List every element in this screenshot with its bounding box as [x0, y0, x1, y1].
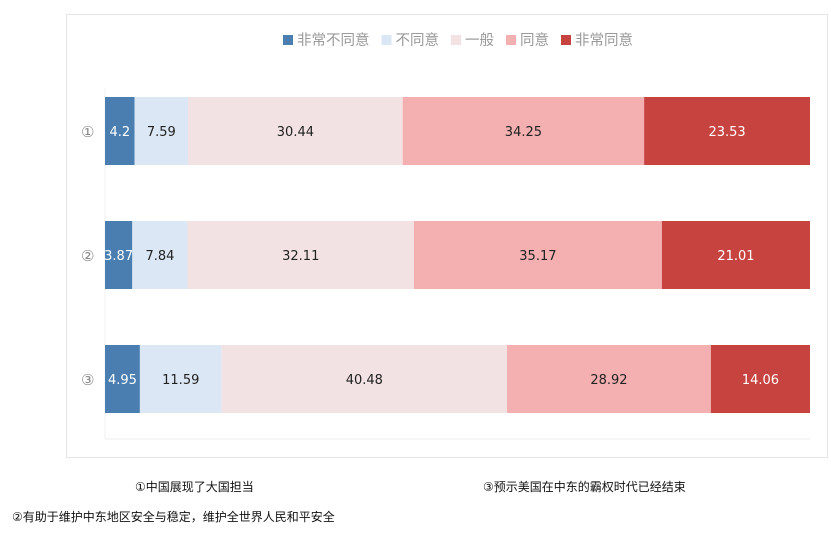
- note-2: ②有助于维护中东地区安全与稳定，维护全世界人民和平安全: [12, 510, 335, 524]
- bar-3-3: [221, 345, 507, 413]
- data-label-2-3: 32.11: [282, 249, 319, 264]
- data-label-3-4: 28.92: [590, 373, 627, 388]
- bar-2-2: [132, 221, 188, 289]
- data-label-1-3: 30.44: [277, 125, 314, 140]
- data-label-1-1: 4.2: [109, 125, 130, 140]
- data-label-2-4: 35.17: [519, 249, 556, 264]
- data-label-1-2: 7.59: [147, 125, 176, 140]
- stacked-bar-chart: 非常不同意 不同意 一般 同意 非常同意 ① 4.2 7.59 30.44 34.25 23.53 ②…: [81, 31, 810, 440]
- bar-2-5: [661, 221, 810, 289]
- bar-1-1: [105, 97, 135, 165]
- chart-frame: 非常不同意 不同意 一般 同意 非常同意 ① 4.2 7.59 30.44 34.25 23.53 ②…: [66, 14, 828, 458]
- note-3: ③预示美国在中东的霸权时代已经结束: [483, 480, 686, 494]
- bar-1-2: [134, 97, 189, 165]
- data-label-2-2: 7.84: [145, 249, 174, 264]
- category-label-3: ③: [81, 371, 94, 389]
- data-label-2-1: 3.87: [104, 249, 133, 264]
- bar-1-5: [644, 97, 810, 165]
- data-label-3-2: 11.59: [162, 373, 199, 388]
- bar-2-4: [413, 221, 662, 289]
- data-label-3-5: 14.06: [742, 373, 779, 388]
- data-label-1-4: 34.25: [505, 125, 542, 140]
- legend-swatch-1: [283, 35, 293, 45]
- bar-2-3: [187, 221, 414, 289]
- bar-1-4: [402, 97, 645, 165]
- category-label-2: ②: [81, 247, 94, 265]
- data-label-3-1: 4.95: [108, 373, 137, 388]
- data-label-2-5: 21.01: [717, 249, 754, 264]
- data-label-1-5: 23.53: [708, 125, 745, 140]
- legend-swatch-3: [451, 35, 461, 45]
- bar-3-4: [506, 345, 711, 413]
- legend-label-2: 不同意: [396, 31, 440, 49]
- legend-label-1: 非常不同意: [297, 31, 370, 49]
- note-1: ①中国展现了大国担当: [135, 480, 254, 494]
- legend-label-5: 非常同意: [575, 31, 633, 49]
- bar-1-3: [188, 97, 403, 165]
- legend-label-4: 同意: [520, 31, 549, 49]
- bar-3-1: [105, 345, 140, 413]
- bar-2-1: [105, 221, 133, 289]
- bar-3-2: [139, 345, 222, 413]
- legend-swatch-2: [381, 35, 392, 45]
- legend-swatch-5: [561, 35, 571, 45]
- legend-label-3: 一般: [465, 32, 494, 49]
- category-label-1: ①: [81, 123, 94, 141]
- legend-swatch-4: [506, 35, 516, 45]
- data-label-3-3: 40.48: [346, 373, 383, 388]
- bar-3-5: [710, 345, 810, 413]
